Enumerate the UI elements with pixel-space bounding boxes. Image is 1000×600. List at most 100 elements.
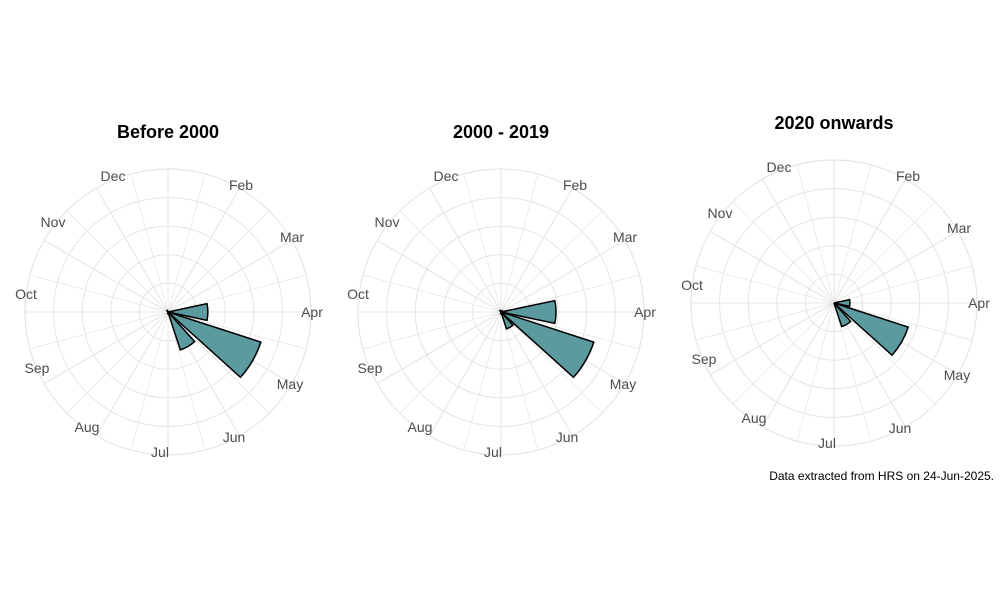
grid-spoke bbox=[833, 302, 936, 405]
panel-title: Before 2000 bbox=[117, 122, 219, 142]
grid-spoke bbox=[362, 274, 502, 313]
grid-spoke bbox=[29, 311, 169, 350]
month-label-nov: Nov bbox=[375, 214, 400, 230]
month-label-sep: Sep bbox=[25, 360, 50, 376]
month-label-sep: Sep bbox=[692, 351, 717, 367]
grid-spoke bbox=[500, 187, 573, 313]
month-label-jun: Jun bbox=[223, 429, 246, 445]
grid-spoke bbox=[399, 210, 502, 313]
grid-spoke bbox=[130, 173, 169, 313]
grid-spoke bbox=[96, 311, 169, 437]
month-label-feb: Feb bbox=[896, 168, 920, 184]
month-label-apr: Apr bbox=[968, 295, 990, 311]
bar-may bbox=[833, 302, 910, 357]
grid-spoke bbox=[500, 210, 603, 313]
month-label-apr: Apr bbox=[634, 304, 656, 320]
grid-spoke bbox=[695, 302, 835, 341]
month-labels: Dec Feb Nov Mar Oct Apr Sep May Aug Jun … bbox=[347, 168, 656, 460]
grid-spoke bbox=[833, 201, 936, 304]
grid-spoke bbox=[167, 210, 270, 313]
grid-spoke bbox=[362, 311, 502, 350]
grid-spoke bbox=[796, 302, 835, 442]
month-label-jul: Jul bbox=[151, 444, 169, 460]
month-label-jul: Jul bbox=[484, 444, 502, 460]
grid-spoke bbox=[66, 311, 169, 414]
grid-spoke bbox=[732, 201, 835, 304]
bar-jun bbox=[833, 302, 852, 328]
bar-jul bbox=[166, 311, 170, 315]
grid-spoke bbox=[167, 311, 307, 350]
polar-grid bbox=[690, 159, 978, 447]
grid-spoke bbox=[732, 302, 835, 405]
bar-jul bbox=[499, 311, 503, 315]
grid-spoke bbox=[167, 311, 206, 451]
grid-spoke bbox=[463, 173, 502, 313]
grid-spoke bbox=[762, 302, 835, 428]
month-label-oct: Oct bbox=[15, 286, 37, 302]
grid-spoke bbox=[463, 311, 502, 451]
month-label-aug: Aug bbox=[75, 419, 100, 435]
grid-spoke bbox=[399, 311, 502, 414]
polar-grid bbox=[357, 168, 645, 456]
month-label-jul: Jul bbox=[818, 435, 836, 451]
bars bbox=[165, 302, 262, 379]
bar-apr bbox=[167, 302, 209, 322]
month-label-dec: Dec bbox=[101, 168, 126, 184]
grid-spoke bbox=[167, 173, 206, 313]
grid-spoke bbox=[833, 164, 872, 304]
grid-spoke bbox=[376, 240, 502, 313]
grid-spoke bbox=[762, 178, 835, 304]
month-label-feb: Feb bbox=[229, 177, 253, 193]
month-label-feb: Feb bbox=[563, 177, 587, 193]
bars bbox=[833, 298, 910, 357]
bar-apr bbox=[833, 298, 851, 308]
bar-may bbox=[167, 311, 262, 379]
bars bbox=[498, 299, 595, 379]
month-label-aug: Aug bbox=[408, 419, 433, 435]
month-label-nov: Nov bbox=[41, 214, 66, 230]
grid-spoke bbox=[695, 265, 835, 304]
bar-apr bbox=[500, 299, 557, 325]
panel-title: 2020 onwards bbox=[774, 113, 893, 133]
grid-spoke bbox=[167, 240, 293, 313]
polar-grid bbox=[24, 168, 312, 456]
grid-spoke bbox=[500, 311, 640, 350]
grid-spoke bbox=[66, 210, 169, 313]
month-label-apr: Apr bbox=[301, 304, 323, 320]
grid-spoke bbox=[833, 178, 906, 304]
month-label-may: May bbox=[277, 376, 303, 392]
month-label-mar: Mar bbox=[613, 229, 637, 245]
grid-spoke bbox=[833, 265, 973, 304]
bar-may bbox=[500, 311, 595, 379]
panel-title: 2000 - 2019 bbox=[453, 122, 549, 142]
bar-dec bbox=[498, 309, 502, 313]
month-label-may: May bbox=[944, 367, 970, 383]
bar-jun bbox=[167, 311, 196, 351]
grid-spoke bbox=[376, 311, 502, 384]
grid-spoke bbox=[167, 311, 270, 414]
grid-spoke bbox=[500, 311, 539, 451]
data-source-caption: Data extracted from HRS on 24-Jun-2025. bbox=[769, 469, 994, 483]
grid-spoke bbox=[500, 274, 640, 313]
grid-spoke bbox=[500, 311, 573, 437]
month-label-aug: Aug bbox=[742, 410, 767, 426]
grid-spoke bbox=[167, 187, 240, 313]
month-label-mar: Mar bbox=[280, 229, 304, 245]
panel-before-2000: Before 2000 Dec Feb Nov Mar Oct Apr Sep … bbox=[15, 122, 323, 460]
month-labels: Dec Feb Nov Mar Oct Apr Sep May Aug Jun … bbox=[681, 159, 990, 451]
bar-jun bbox=[500, 311, 514, 330]
month-label-oct: Oct bbox=[347, 286, 369, 302]
grid-spoke bbox=[500, 240, 626, 313]
grid-spoke bbox=[29, 274, 169, 313]
panel-2000-2019: 2000 - 2019 Dec Feb Nov Mar Oct Apr Sep … bbox=[347, 122, 656, 460]
grid-spoke bbox=[500, 311, 603, 414]
bar-dec bbox=[165, 309, 169, 313]
grid-spoke bbox=[709, 231, 835, 304]
month-label-mar: Mar bbox=[947, 220, 971, 236]
panel-2020-onwards: 2020 onwards Dec Feb Nov Mar Oct Apr Sep… bbox=[681, 113, 990, 451]
month-label-sep: Sep bbox=[358, 360, 383, 376]
grid-spoke bbox=[429, 187, 502, 313]
grid-spoke bbox=[833, 231, 959, 304]
month-label-jun: Jun bbox=[556, 429, 579, 445]
